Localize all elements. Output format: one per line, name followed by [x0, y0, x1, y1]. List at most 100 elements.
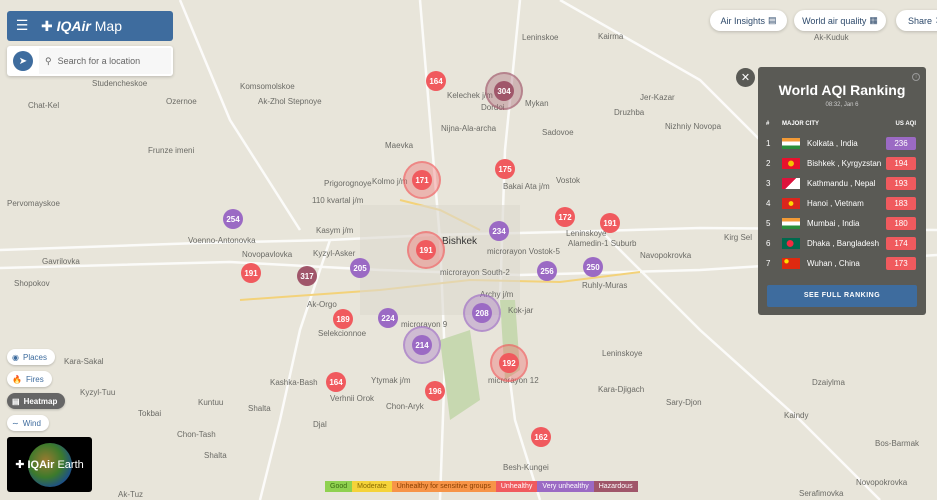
search-bar: ➤ ⚲ Search for a location: [7, 46, 173, 76]
place-label: Chon-Tash: [177, 430, 216, 439]
place-label: microrayon 9: [401, 320, 448, 329]
aqi-marker[interactable]: 224: [378, 308, 398, 328]
legend-item: Moderate: [352, 481, 392, 492]
rank-number: 5: [766, 218, 771, 228]
place-label: Tokbai: [138, 409, 162, 418]
list-icon: ▤: [768, 15, 777, 25]
place-label: Chon-Aryk: [386, 402, 424, 411]
aqi-badge: 173: [886, 256, 916, 270]
place-label: Selekcionnoe: [318, 329, 367, 338]
layer-toggle-wind[interactable]: ∼ Wind: [7, 415, 49, 431]
aqi-marker[interactable]: 196: [425, 381, 445, 401]
ranking-row[interactable]: 5 Mumbai , India 180: [766, 213, 916, 233]
close-ranking-button[interactable]: ✕: [736, 68, 755, 87]
ranking-row[interactable]: 6 Dhaka , Bangladesh 174: [766, 233, 916, 253]
aqi-marker[interactable]: 171: [412, 170, 432, 190]
place-label: Ozernoe: [166, 97, 197, 106]
heatmap-icon: ▤: [12, 396, 20, 406]
city-name: Bishkek , Kyrgyzstan: [807, 158, 882, 168]
aqi-badge: 193: [886, 176, 916, 190]
place-label: Bos-Barmak: [875, 439, 920, 448]
place-label: Chat-Kel: [28, 101, 60, 110]
place-label: Jer-Kazar: [640, 93, 675, 102]
place-label: Kara-Djigach: [598, 385, 645, 394]
layer-toggle-places[interactable]: ◉ Places: [7, 349, 55, 365]
city-name: Kathmandu , Nepal: [807, 178, 876, 188]
place-label: Kashka-Bash: [270, 378, 318, 387]
aqi-marker[interactable]: 317: [297, 266, 317, 286]
aqi-marker[interactable]: 250: [583, 257, 603, 277]
iqair-earth-button[interactable]: ✚ IQAir Earth: [7, 437, 92, 492]
aqi-marker[interactable]: 189: [333, 309, 353, 329]
place-label: Kairma: [598, 32, 624, 41]
wind-icon: ∼: [12, 418, 19, 428]
rank-number: 1: [766, 138, 771, 148]
place-label: Ak-Tuz: [118, 490, 144, 499]
ranking-row[interactable]: 4 Hanoi , Vietnam 183: [766, 193, 916, 213]
ranking-title: World AQI Ranking: [778, 82, 906, 98]
share-button[interactable]: Share➤: [896, 10, 937, 31]
place-label: Ak-Zhol Stepnoye: [258, 97, 322, 106]
air-insights-button[interactable]: Air Insights ▤: [710, 10, 787, 31]
aqi-badge: 183: [886, 196, 916, 210]
hamburger-icon[interactable]: ☰: [15, 18, 29, 34]
ranking-row[interactable]: 2 Bishkek , Kyrgyzstan 194: [766, 153, 916, 173]
ranking-time: 08:32, Jan 6: [825, 102, 859, 108]
place-label: Pervomayskoe: [7, 199, 60, 208]
aqi-badge: 236: [886, 136, 916, 150]
aqi-marker[interactable]: 214: [412, 335, 432, 355]
aqi-badge: 174: [886, 236, 916, 250]
ranking-row[interactable]: 3 Kathmandu , Nepal 193: [766, 173, 916, 193]
place-label: Ruhly-Muras: [582, 281, 628, 290]
aqi-marker[interactable]: 191: [416, 240, 436, 260]
aqi-marker[interactable]: 175: [495, 159, 515, 179]
rank-number: 2: [766, 158, 771, 168]
place-label: 110 kvartal j/m: [312, 196, 364, 205]
aqi-marker[interactable]: 254: [223, 209, 243, 229]
world-air-quality-button[interactable]: World air quality ▦: [794, 10, 886, 31]
aqi-marker[interactable]: 162: [531, 427, 551, 447]
legend-item: Unhealthy for sensitive groups: [391, 481, 496, 492]
aqi-marker[interactable]: 234: [489, 221, 509, 241]
see-full-ranking-button[interactable]: SEE FULL RANKING: [767, 285, 917, 307]
aqi-marker[interactable]: 208: [472, 303, 492, 323]
pin-icon: ◉: [12, 352, 19, 362]
aqi-legend: Good Moderate Unhealthy for sensitive grou…: [325, 481, 638, 492]
aqi-marker[interactable]: 304: [494, 81, 514, 101]
place-label: Navopokrovka: [640, 251, 692, 260]
place-label: Shopokov: [14, 279, 50, 288]
ranking-row[interactable]: 1 Kolkata , India 236: [766, 133, 916, 153]
place-label: Maevka: [385, 141, 414, 150]
layer-toggle-heatmap[interactable]: ▤ Heatmap: [7, 393, 66, 409]
ranking-row[interactable]: 7 Wuhan , China 173: [766, 253, 916, 273]
aqi-badge: 194: [886, 156, 916, 170]
info-icon[interactable]: i: [912, 73, 920, 81]
nepal-flag-icon: [782, 177, 800, 189]
vietnam-flag-icon: [782, 197, 800, 209]
place-label: Voenno-Antonovka: [188, 236, 256, 245]
aqi-marker[interactable]: 192: [499, 353, 519, 373]
ranking-header: # MAJOR CITY US AQI: [766, 121, 916, 127]
aqi-marker[interactable]: 164: [426, 71, 446, 91]
kyrgyzstan-flag-icon: [782, 157, 800, 169]
place-label: Sadovoe: [542, 128, 574, 137]
place-label: Verhnii Orok: [330, 394, 375, 403]
place-label: Alamedin-1 Suburb: [568, 239, 637, 248]
aqi-marker[interactable]: 191: [241, 263, 261, 283]
aqi-marker[interactable]: 205: [350, 258, 370, 278]
place-label: Ytymak j/m: [371, 376, 411, 385]
flame-icon: 🔥: [12, 374, 22, 384]
iqair-map-logo[interactable]: ✚ IQAir Map: [41, 17, 122, 34]
aqi-marker[interactable]: 256: [537, 261, 557, 281]
layer-toggle-fires[interactable]: 🔥 Fires: [7, 371, 52, 387]
aqi-marker[interactable]: 172: [555, 207, 575, 227]
city-name: Mumbai , India: [807, 218, 860, 228]
locate-me-button[interactable]: ➤: [13, 51, 33, 71]
aqi-marker[interactable]: 191: [600, 213, 620, 233]
world-aqi-ranking-panel: i World AQI Ranking 08:32, Jan 6 # MAJOR …: [758, 67, 926, 315]
place-label: Leninskoe: [522, 33, 559, 42]
search-input[interactable]: ⚲ Search for a location: [39, 48, 171, 74]
place-label: Kuntuu: [198, 398, 224, 407]
aqi-marker[interactable]: 164: [326, 372, 346, 392]
rank-number: 3: [766, 178, 771, 188]
